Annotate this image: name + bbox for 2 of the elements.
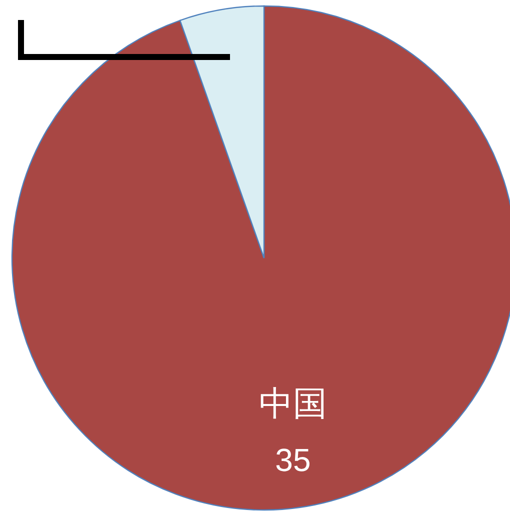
slice-label: 中国 <box>258 384 327 424</box>
data-label: 35 <box>275 442 311 478</box>
